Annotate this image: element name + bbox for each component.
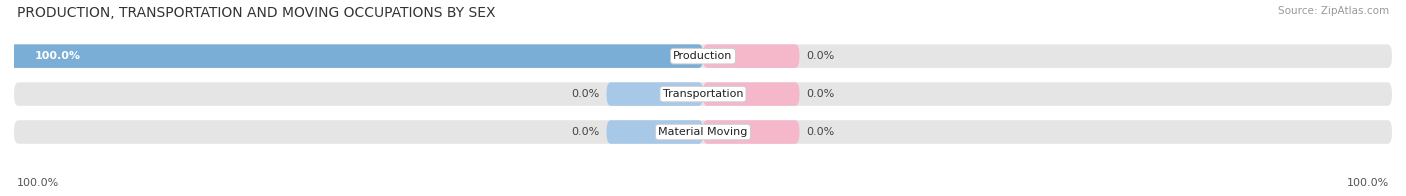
- Text: Transportation: Transportation: [662, 89, 744, 99]
- FancyBboxPatch shape: [703, 82, 800, 106]
- FancyBboxPatch shape: [14, 44, 1392, 68]
- Text: Material Moving: Material Moving: [658, 127, 748, 137]
- FancyBboxPatch shape: [606, 120, 703, 144]
- Text: 100.0%: 100.0%: [1347, 178, 1389, 188]
- Text: Production: Production: [673, 51, 733, 61]
- Text: 0.0%: 0.0%: [571, 89, 599, 99]
- FancyBboxPatch shape: [0, 44, 703, 68]
- FancyBboxPatch shape: [703, 44, 800, 68]
- FancyBboxPatch shape: [606, 82, 703, 106]
- Text: 0.0%: 0.0%: [807, 89, 835, 99]
- Text: Source: ZipAtlas.com: Source: ZipAtlas.com: [1278, 6, 1389, 16]
- Text: 100.0%: 100.0%: [35, 51, 80, 61]
- Text: PRODUCTION, TRANSPORTATION AND MOVING OCCUPATIONS BY SEX: PRODUCTION, TRANSPORTATION AND MOVING OC…: [17, 6, 495, 20]
- Text: 0.0%: 0.0%: [807, 51, 835, 61]
- FancyBboxPatch shape: [14, 82, 1392, 106]
- FancyBboxPatch shape: [703, 120, 800, 144]
- Text: 0.0%: 0.0%: [807, 127, 835, 137]
- FancyBboxPatch shape: [14, 120, 1392, 144]
- Text: 100.0%: 100.0%: [17, 178, 59, 188]
- Text: 0.0%: 0.0%: [571, 127, 599, 137]
